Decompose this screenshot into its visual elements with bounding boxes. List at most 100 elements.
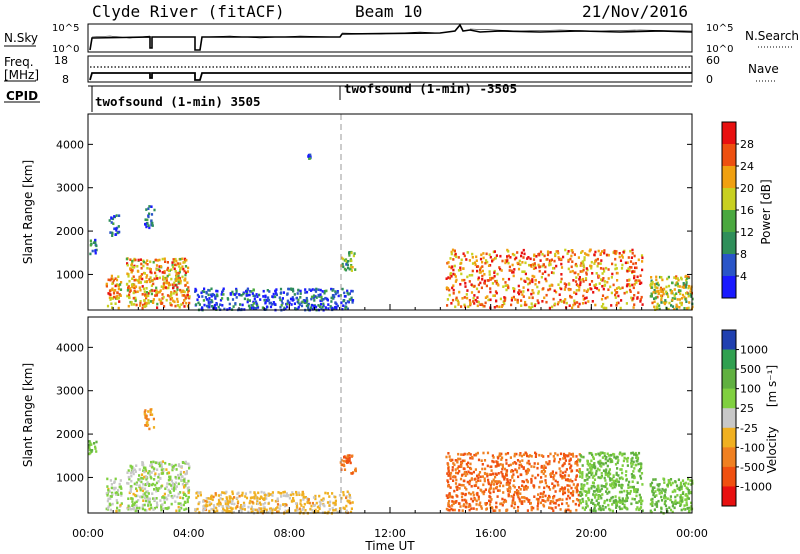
velocity-region-8-pixel — [682, 491, 685, 494]
velocity-colorbar-unit: [m s⁻¹] — [765, 365, 779, 407]
velocity-region-2-pixel — [165, 468, 168, 471]
velocity-region-8-pixel — [690, 501, 693, 505]
power-region-4-pixel — [150, 223, 153, 227]
power-region-5-pixel — [279, 298, 282, 302]
power-region-9-pixel — [658, 275, 662, 279]
velocity-region-6-pixel — [459, 505, 462, 508]
power-region-8-pixel — [459, 283, 462, 286]
power-region-3-pixel — [159, 289, 162, 292]
velocity-region-4-pixel — [320, 498, 323, 502]
velocity-region-6-pixel — [505, 483, 508, 486]
power-region-3-pixel — [140, 262, 143, 266]
power-region-9-pixel — [662, 292, 665, 296]
power-region-5-pixel — [253, 297, 256, 301]
velocity-region-4-pixel — [221, 491, 224, 494]
power-region-5-pixel — [322, 304, 325, 307]
power-region-5-pixel — [295, 296, 298, 300]
power-region-5-pixel — [275, 293, 278, 297]
velocity-colorbar-tick-label: 100 — [740, 383, 761, 396]
velocity-region-4-pixel — [284, 509, 287, 513]
power-region-8-pixel — [635, 281, 638, 284]
power-region-5-pixel — [350, 289, 353, 293]
power-region-3-pixel — [127, 304, 130, 308]
power-region-8-pixel — [562, 255, 565, 259]
power-region-8-pixel — [487, 264, 491, 267]
velocity-region-2-pixel — [171, 487, 174, 490]
power-region-8-pixel — [480, 286, 483, 290]
power-region-9-pixel — [687, 275, 690, 279]
velocity-region-7-pixel — [606, 452, 609, 456]
velocity-region-7-pixel — [617, 474, 620, 477]
velocity-region-6-pixel — [559, 458, 562, 461]
velocity-region-6-pixel — [494, 509, 497, 512]
power-region-3-pixel — [175, 293, 178, 296]
velocity-region-4-pixel — [345, 496, 348, 500]
power-region-3-pixel — [143, 305, 146, 308]
velocity-region-6-pixel — [447, 484, 451, 488]
velocity-region-1-pixel — [115, 499, 118, 502]
power-region-9-pixel — [665, 300, 668, 304]
power-region-8-pixel — [548, 284, 551, 288]
velocity-region-6-pixel — [492, 456, 495, 459]
velocity-region-2-pixel — [178, 507, 181, 511]
power-region-8-pixel — [510, 303, 513, 307]
power-region-5-pixel — [299, 292, 302, 295]
velocity-region-4-pixel — [222, 507, 225, 511]
velocity-region-8-pixel — [660, 491, 663, 495]
power-region-1-pixel — [116, 294, 119, 298]
velocity-region-4-pixel — [223, 508, 226, 512]
velocity-region-4-pixel — [224, 499, 227, 503]
velocity-region-6-pixel — [495, 505, 498, 509]
freq-trace — [89, 72, 692, 81]
power-region-8-pixel — [501, 304, 504, 307]
velocity-region-2-pixel — [151, 466, 154, 469]
power-region-5-pixel — [293, 302, 296, 305]
power-region-8-pixel — [493, 269, 496, 273]
velocity-colorbar-swatch — [722, 369, 736, 389]
power-region-9-pixel — [658, 304, 661, 307]
velocity-region-6-pixel — [537, 473, 540, 477]
velocity-region-3-pixel — [143, 412, 146, 416]
power-region-9-pixel — [687, 284, 691, 288]
power-region-3-pixel — [169, 301, 172, 305]
velocity-region-2-pixel — [166, 472, 169, 475]
velocity-region-7-pixel — [604, 506, 607, 509]
power-region-3-pixel — [140, 273, 143, 276]
power-region-5-pixel — [239, 303, 242, 306]
velocity-region-6-pixel — [478, 503, 481, 507]
power-region-3-pixel — [149, 280, 152, 283]
velocity-region-7-pixel — [606, 492, 609, 495]
power-region-7-pixel — [349, 267, 352, 270]
velocity-region-1-pixel — [110, 486, 113, 490]
power-region-8-pixel — [571, 269, 574, 273]
power-region-0-pixel — [94, 251, 97, 255]
power-region-5-pixel — [334, 292, 337, 296]
power-region-8-pixel — [578, 288, 581, 292]
velocity-region-2-pixel — [183, 508, 186, 511]
power-region-4-pixel — [146, 222, 149, 225]
velocity-region-7-pixel — [640, 462, 643, 466]
velocity-region-7-pixel — [593, 494, 596, 497]
velocity-region-7-pixel — [618, 498, 621, 502]
velocity-region-8-pixel — [652, 478, 655, 481]
velocity-region-8-pixel — [660, 499, 664, 502]
velocity-region-4-pixel — [285, 492, 288, 495]
velocity-region-4-pixel — [331, 506, 334, 510]
power-region-8-pixel — [628, 288, 632, 292]
velocity-region-6-pixel — [490, 465, 493, 468]
power-region-8-pixel — [593, 284, 596, 287]
velocity-region-6-pixel — [516, 459, 520, 462]
velocity-region-8-pixel — [660, 510, 663, 514]
velocity-region-4-pixel — [314, 494, 317, 498]
power-region-9-pixel — [656, 281, 659, 285]
power-region-3-pixel — [147, 294, 150, 298]
power-region-5-pixel — [205, 291, 208, 295]
velocity-region-6-pixel — [458, 470, 461, 473]
velocity-region-6-pixel — [480, 459, 483, 462]
power-region-5-pixel — [202, 290, 206, 294]
velocity-region-8-pixel — [679, 499, 682, 502]
power-region-3-pixel — [178, 276, 181, 280]
velocity-region-6-pixel — [460, 483, 463, 487]
